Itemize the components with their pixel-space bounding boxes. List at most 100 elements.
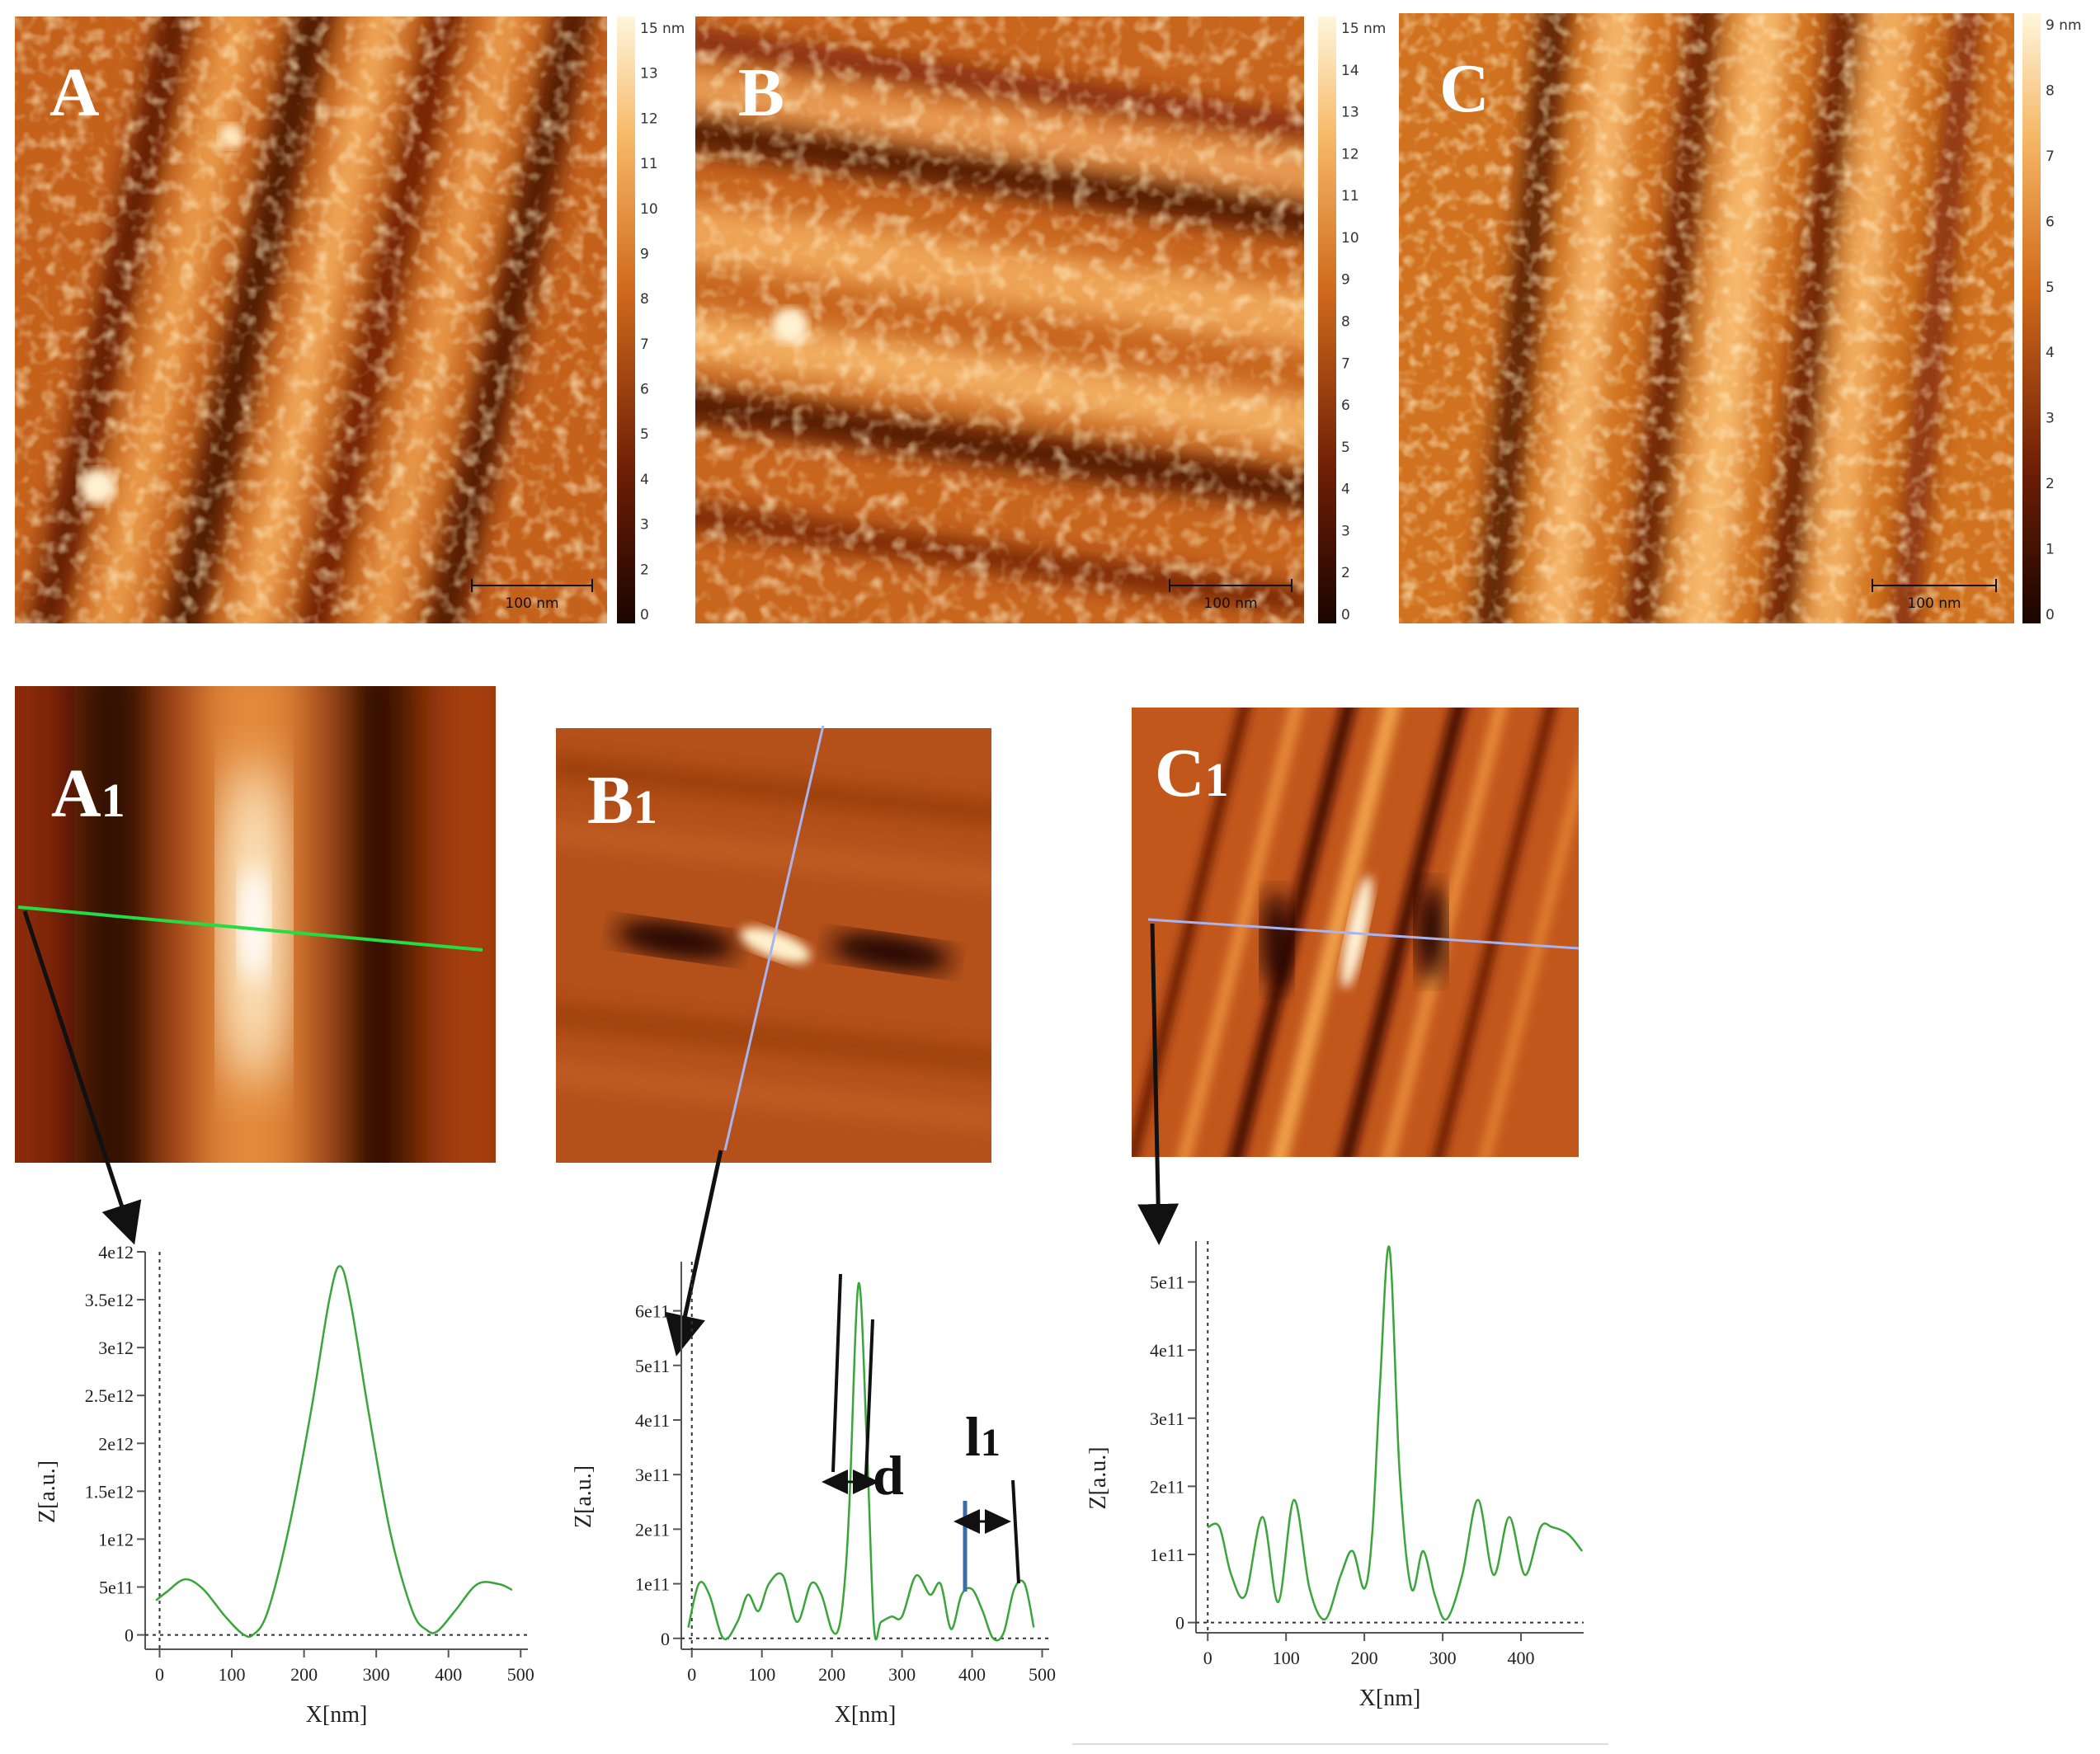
colorbar-tick-label: 3: [640, 517, 649, 534]
x-axis-label: X[nm]: [835, 1702, 897, 1728]
colorbar-tick-label: 9 nm: [2046, 17, 2082, 34]
colorbar-ticks-c: 9 nm 8 7 6 5 4 3 2 1 0: [2046, 17, 2082, 623]
label-l1-sub: 1: [981, 1421, 1001, 1465]
scale-bar-c: 100 nm: [1872, 579, 1997, 612]
colorbar-tick-label: 13: [1341, 105, 1359, 121]
colorbar-tick-label: 3: [1341, 523, 1350, 539]
colorbar-tick-label: 4: [2046, 345, 2055, 361]
panel-label-a1-main: A: [51, 755, 101, 832]
panel-label-c1-main: C: [1155, 735, 1205, 811]
y-tick-label: 1.5e12: [85, 1481, 134, 1502]
arrow-b1-to-profile: [665, 1150, 723, 1357]
colorbar-tick-label: 15 nm: [640, 21, 685, 37]
scale-bar-label-b: 100 nm: [1203, 595, 1257, 612]
scale-bar-label-c: 100 nm: [1907, 595, 1961, 612]
colorbar-tick-label: 11: [1341, 188, 1359, 205]
scale-bar-b: 100 nm: [1169, 579, 1292, 612]
fft-panel-a1: A1: [15, 686, 496, 1163]
scale-bar-label-a: 100 nm: [505, 595, 558, 612]
colorbar-tick-label: 12: [1341, 146, 1359, 162]
panel-label-c1: C1: [1155, 735, 1229, 811]
x-tick-label: 500: [1029, 1664, 1056, 1685]
profile-line-c1: [1147, 918, 1580, 950]
profile-chart-c1: 0 100 200 300 400 0 1e11 2e11 3e11 4e11 5e11 X[nm] Z…: [1085, 1241, 1584, 1711]
annotation-d: d: [822, 1273, 904, 1507]
colorbar-tick-label: 5: [640, 426, 649, 443]
profile-line-a1: [17, 905, 483, 952]
colorbar-a: [617, 16, 635, 623]
colorbar-tick-label: 7: [2046, 148, 2055, 165]
y-tick-label: 4e12: [98, 1242, 134, 1263]
colorbar-tick-label: 8: [2046, 82, 2055, 99]
x-tick-label: 300: [888, 1664, 916, 1685]
x-tick-label: 100: [219, 1664, 246, 1685]
colorbar-tick-label: 8: [1341, 314, 1350, 331]
panel-label-b: B: [738, 54, 784, 131]
y-tick-label: 2e11: [635, 1519, 670, 1540]
colorbar-tick-label: 9: [640, 246, 649, 262]
panel-label-c: C: [1439, 50, 1490, 127]
colorbar-tick-label: 1: [2046, 542, 2055, 558]
colorbar-tick-label: 9: [1341, 272, 1350, 289]
y-tick-label: 0: [125, 1625, 134, 1646]
x-tick-label: 0: [155, 1664, 164, 1685]
y-tick-label: 1e11: [635, 1574, 670, 1595]
x-tick-label: 500: [507, 1664, 534, 1685]
y-axis-label: Z[a.u.]: [571, 1465, 596, 1528]
y-tick-label: 3e11: [635, 1465, 670, 1485]
y-tick-label: 0: [661, 1629, 670, 1649]
colorbar-tick-label: 6: [640, 382, 649, 398]
y-tick-label: 2e12: [98, 1433, 134, 1454]
x-axis-label: X[nm]: [1359, 1686, 1421, 1711]
afm-panel-c: C 100 nm 9 nm 8 7 6 5 4 3 2 1 0: [1399, 13, 2082, 623]
colorbar-tick-label: 4: [640, 472, 649, 488]
x-tick-label: 100: [748, 1664, 775, 1685]
x-tick-label: 0: [687, 1664, 696, 1685]
y-axis-label: Z[a.u.]: [35, 1460, 60, 1523]
x-tick-label: 400: [435, 1664, 462, 1685]
y-tick-label: 2.5e12: [85, 1385, 134, 1406]
colorbar-tick-label: 6: [1341, 397, 1350, 414]
y-tick-label: 2e11: [1150, 1476, 1184, 1497]
colorbar-tick-label: 12: [640, 111, 658, 127]
y-axis-label: Z[a.u.]: [1085, 1446, 1111, 1509]
colorbar-tick-label: 11: [640, 156, 658, 172]
colorbar-tick-label: 7: [640, 336, 649, 353]
fft-panel-b1: B1: [556, 725, 991, 1163]
colorbar-tick-label: 2: [1341, 565, 1350, 581]
panel-label-a1: A1: [51, 755, 125, 832]
label-l1-main: l: [965, 1405, 981, 1468]
x-tick-label: 300: [363, 1664, 390, 1685]
x-tick-label: 400: [1508, 1648, 1535, 1668]
colorbar-ticks-b: 15 nm 14 13 12 11 10 9 8 7 6 5 4 3 2 0: [1341, 21, 1386, 623]
panel-label-b1-main: B: [587, 762, 633, 839]
panel-label-b1: B1: [587, 762, 657, 839]
y-tick-label: 1e12: [98, 1529, 134, 1549]
colorbar-tick-label: 5: [2046, 280, 2055, 296]
colorbar-c: [2022, 13, 2041, 623]
y-tick-label: 3.5e12: [85, 1290, 134, 1310]
colorbar-tick-label: 2: [2046, 476, 2055, 492]
annotation-l1: l1: [953, 1405, 1020, 1592]
y-tick-label: 6e11: [635, 1301, 670, 1322]
x-tick-label: 300: [1429, 1648, 1457, 1668]
colorbar-ticks-a: 15 nm 13 12 11 10 9 8 7 6 5 4 3 2 0: [640, 21, 685, 623]
colorbar-tick-label: 15 nm: [1341, 21, 1386, 37]
panel-label-c1-sub: 1: [1205, 753, 1229, 806]
afm-panel-a: A 100 nm 15 nm 13 12 11 10 9 8 7 6 5 4 3 2 0: [15, 16, 685, 623]
x-tick-label: 200: [818, 1664, 845, 1685]
x-tick-label: 200: [290, 1664, 318, 1685]
colorbar-tick-label: 5: [1341, 440, 1350, 456]
x-tick-label: 100: [1273, 1648, 1300, 1668]
y-tick-label: 5e11: [99, 1578, 134, 1598]
scale-bar-a: 100 nm: [471, 579, 593, 612]
colorbar-tick-label: 7: [1341, 355, 1350, 372]
y-tick-label: 3e11: [1150, 1408, 1184, 1429]
colorbar-tick-label: 0: [1341, 607, 1350, 623]
profile-curve: [1207, 1245, 1584, 1621]
colorbar-tick-label: 4: [1341, 482, 1350, 498]
panel-label-b1-sub: 1: [633, 780, 657, 834]
profile-curve: [155, 1265, 513, 1639]
y-tick-label: 3e12: [98, 1338, 134, 1358]
